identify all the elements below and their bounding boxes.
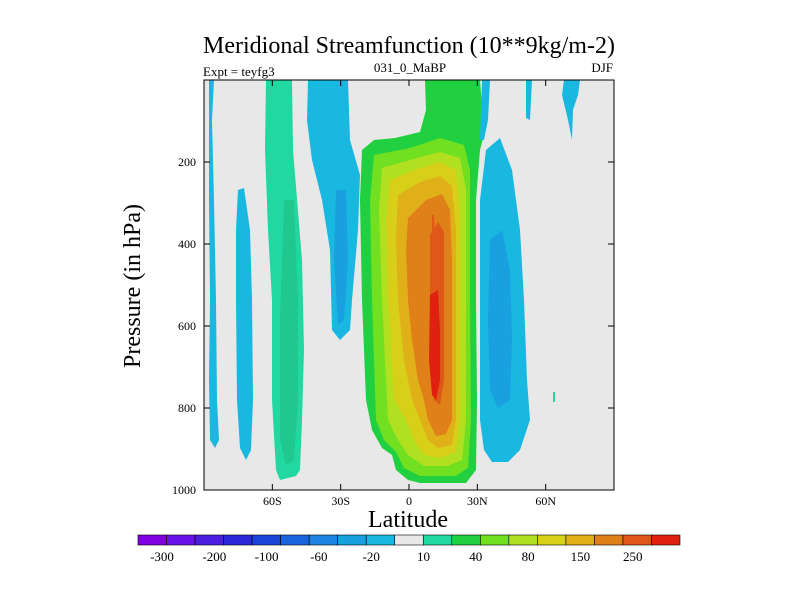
colorbar-label: 250 <box>623 549 643 564</box>
colorbar-swatch <box>251 534 281 546</box>
x-tick-label: 60S <box>263 494 282 508</box>
colorbar-swatch <box>594 534 624 546</box>
center-label: 031_0_MaBP <box>374 60 446 75</box>
colorbar-swatch <box>537 534 567 546</box>
y-axis-label: Pressure (in hPa) <box>120 204 146 368</box>
x-tick-label: 60N <box>535 494 556 508</box>
colorbar-label: -20 <box>363 549 380 564</box>
y-tick-label: 800 <box>178 401 196 415</box>
colorbar-swatch <box>166 534 196 546</box>
y-tick-label: 400 <box>178 237 196 251</box>
colorbar-swatch <box>365 534 396 546</box>
colorbar-swatch <box>280 534 310 546</box>
colorbar-label: -60 <box>310 549 327 564</box>
chart-title: Meridional Streamfunction (10**9kg/m-2) <box>203 33 615 59</box>
colorbar-swatch <box>508 534 538 546</box>
contour-band-75s <box>236 188 253 460</box>
colorbar-label: 150 <box>571 549 591 564</box>
plot-area <box>203 79 615 491</box>
colorbar-swatch <box>137 534 167 546</box>
contour-fields <box>209 80 580 483</box>
colorbar-swatch <box>194 534 224 546</box>
colorbar-swatch <box>651 534 681 546</box>
colorbar-swatch <box>451 534 481 546</box>
y-axis: 200 400 600 800 1000 <box>172 155 614 497</box>
y-tick-label: 1000 <box>172 483 196 497</box>
x-tick-label: 30S <box>331 494 350 508</box>
y-tick-label: 200 <box>178 155 196 169</box>
colorbar-swatch <box>622 534 652 546</box>
contour-band-40n-inner <box>488 230 512 408</box>
colorbar-label: 80 <box>522 549 535 564</box>
colorbar-swatch <box>422 534 453 546</box>
x-tick-label: 30N <box>467 494 488 508</box>
right-label: DJF <box>591 60 613 75</box>
x-axis: 60S 30S 0 30N 60N <box>263 80 556 508</box>
contour-wisp-dot <box>553 392 555 402</box>
colorbar-swatch <box>223 534 253 546</box>
colorbar-label: -200 <box>202 549 226 564</box>
colorbar-label: 40 <box>469 549 482 564</box>
colorbar-swatch <box>337 534 367 546</box>
x-axis-label: Latitude <box>368 507 448 533</box>
contour-wisp-55n <box>526 80 532 120</box>
colorbar-swatch <box>394 534 424 546</box>
left-label: Expt = teyfg3 <box>203 64 275 79</box>
contour-wisp-70n <box>562 80 580 140</box>
colorbar-swatch <box>565 534 595 546</box>
colorbar-swatch <box>308 534 338 546</box>
colorbar-label: -100 <box>255 549 279 564</box>
contour-hadley-core <box>429 290 440 400</box>
x-tick-label: 0 <box>406 494 412 508</box>
colorbar: -300 -200 -100 -60 -20 10 40 80 150 250 <box>137 534 681 564</box>
contour-band-60s-inner <box>280 200 298 465</box>
contour-band-35s-inner <box>334 190 348 325</box>
contour-band-40n-top <box>480 80 490 140</box>
colorbar-swatch <box>480 534 510 546</box>
colorbar-label: -300 <box>150 549 174 564</box>
contour-band-far-south <box>209 80 219 448</box>
colorbar-label: 10 <box>417 549 430 564</box>
y-tick-label: 600 <box>178 319 196 333</box>
